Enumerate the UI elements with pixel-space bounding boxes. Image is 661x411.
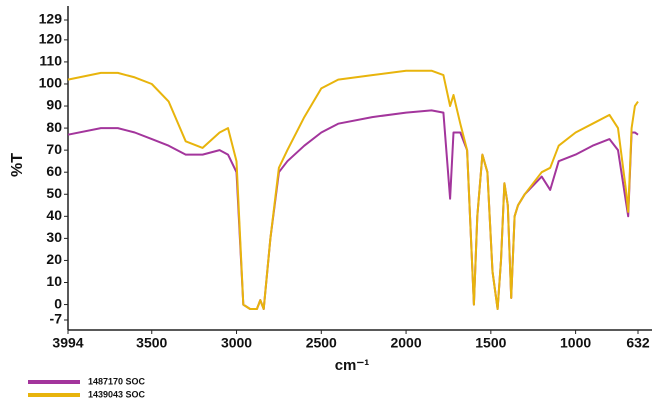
y-tick-label: 100 [39,75,63,91]
y-tick-label: 120 [39,31,63,47]
y-tick-label: 129 [39,11,63,27]
y-axis-label: %T [9,153,26,177]
y-tick-label: 20 [46,251,62,267]
y-tick-label: 60 [46,163,62,179]
y-tick-label: 40 [46,207,62,223]
y-tick-label: 90 [46,97,62,113]
x-tick-label: 1000 [560,335,591,351]
x-tick-label: 3994 [52,335,83,351]
y-tick-label: 110 [39,53,62,69]
spectrum-line [67,109,639,310]
y-tick-label: 10 [46,273,62,289]
x-tick-label: 2000 [390,335,421,351]
legend-label: 1487170 SOC [88,376,146,386]
y-tick-label: 80 [46,119,62,135]
y-tick-label: 30 [46,229,62,245]
y-tick-label: 70 [46,141,62,157]
x-tick-label: 3500 [136,335,167,351]
x-tick-label: 632 [626,335,650,351]
y-tick-label: 50 [46,185,62,201]
y-tick-label: 0 [54,295,62,311]
spectrum-line [67,69,639,310]
x-tick-label: 3000 [221,335,252,351]
x-axis-label: cm⁻¹ [335,357,370,374]
legend-label: 1439043 SOC [88,389,146,399]
y-tick-label: -7 [50,311,63,327]
x-tick-label: 2500 [306,335,337,351]
x-tick-label: 1500 [475,335,506,351]
